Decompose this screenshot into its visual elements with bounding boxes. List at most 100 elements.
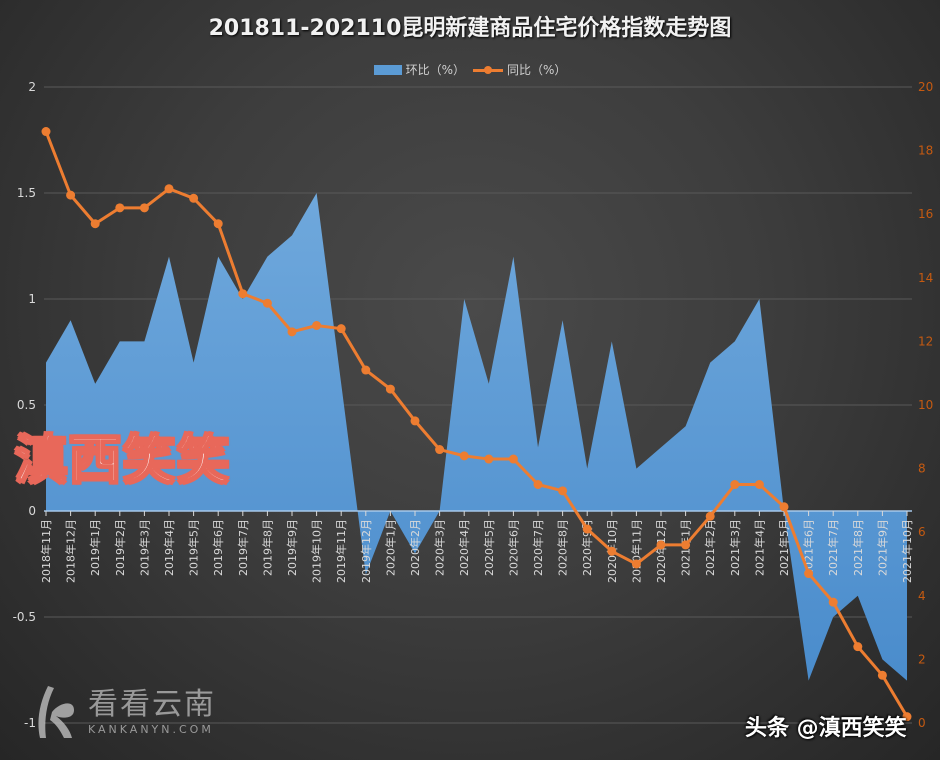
data-point-marker (164, 184, 174, 194)
x-axis-tick-label: 2020年11月 (629, 519, 643, 583)
data-point-marker (361, 365, 371, 375)
legend-item-area: 环比（%） (373, 61, 465, 78)
data-point-marker (312, 321, 322, 330)
x-axis-tick-label: 2019年7月 (236, 519, 250, 576)
data-point-marker (189, 193, 199, 203)
x-axis-tick-label: 2020年4月 (457, 519, 471, 576)
left-axis-tick-label: -1 (24, 716, 36, 730)
x-axis-tick-label: 2019年5月 (187, 519, 201, 576)
x-axis-tick-label: 2020年1月 (383, 519, 397, 576)
x-axis-tick-label: 2020年12月 (654, 519, 668, 583)
x-axis-tick-label: 2019年6月 (211, 519, 225, 576)
data-point-marker (558, 486, 568, 496)
x-axis-tick-label: 2021年2月 (703, 519, 717, 576)
data-point-marker (139, 203, 149, 213)
x-axis-tick-label: 2019年9月 (285, 519, 299, 576)
right-axis-tick-label: 12 (918, 334, 933, 348)
data-point-marker (484, 454, 494, 464)
area-swatch-icon (373, 64, 402, 75)
data-point-marker (90, 219, 100, 229)
right-axis-tick-label: 6 (918, 525, 926, 539)
x-axis-tick-label: 2019年11月 (334, 519, 348, 583)
logo-text-en: KANKANYN.COM (88, 722, 214, 736)
x-axis-tick-label: 2021年10月 (900, 519, 914, 583)
data-point-marker (66, 190, 76, 200)
data-point-marker (41, 127, 51, 137)
data-point-marker (656, 540, 666, 550)
area-series-mom (46, 193, 907, 681)
x-axis-tick-label: 2019年3月 (137, 519, 151, 576)
chart-legend: 环比（%） 同比（%） (0, 61, 940, 78)
x-axis-tick-label: 2021年7月 (826, 519, 840, 576)
x-axis-tick-label: 2020年3月 (433, 519, 447, 576)
right-axis-tick-label: 2 (918, 652, 926, 666)
x-axis-tick-label: 2020年5月 (482, 519, 496, 576)
data-point-marker (754, 480, 764, 489)
x-axis-tick-label: 2020年6月 (506, 519, 520, 576)
right-axis-tick-label: 14 (918, 271, 933, 285)
x-axis-tick-label: 2019年8月 (260, 519, 274, 576)
x-axis-tick-label: 2021年4月 (752, 519, 766, 576)
right-axis-tick-label: 16 (918, 207, 933, 221)
left-axis-tick-label: 0 (28, 504, 36, 518)
right-axis-tick-label: 10 (918, 398, 933, 412)
data-point-marker (336, 324, 346, 334)
right-axis-tick-label: 8 (918, 462, 926, 476)
data-point-marker (385, 384, 395, 394)
data-point-marker (287, 327, 297, 337)
k-logo-icon (38, 686, 74, 738)
x-axis-tick-label: 2020年2月 (408, 519, 422, 576)
left-axis-tick-label: 0.5 (17, 398, 36, 412)
left-axis-tick-label: -0.5 (13, 610, 36, 624)
x-axis-tick-label: 2021年6月 (802, 519, 816, 576)
logo-text-cn: 看看云南 (88, 686, 216, 722)
x-axis-tick-label: 2021年9月 (875, 519, 889, 576)
watermark-author-text: 滇西笑笑 (14, 430, 232, 492)
data-point-marker (705, 511, 715, 521)
right-axis-tick-label: 20 (918, 80, 933, 94)
left-axis-tick-label: 2 (28, 80, 36, 94)
x-axis: 2018年11月 2018年12月 2019年1月 2019年2月 2019年3月 201… (39, 510, 914, 583)
data-point-marker (459, 451, 469, 461)
x-axis-tick-label: 2019年4月 (162, 519, 176, 576)
x-axis-tick-label: 2021年3月 (728, 519, 742, 576)
x-axis-tick-label: 2019年10月 (310, 519, 324, 583)
data-point-marker (828, 597, 838, 607)
data-point-marker (804, 569, 814, 579)
data-point-marker (115, 203, 125, 213)
x-axis-tick-label: 2019年1月 (88, 519, 102, 576)
right-axis-tick-label: 18 (918, 144, 933, 158)
x-axis-tick-label: 2021年8月 (851, 519, 865, 576)
data-point-marker (435, 445, 445, 455)
data-point-marker (607, 546, 617, 556)
data-point-marker (533, 480, 543, 489)
data-point-marker (779, 502, 789, 512)
data-point-marker (238, 289, 248, 299)
data-point-marker (902, 712, 912, 722)
data-point-marker (730, 480, 740, 489)
line-marker-swatch-icon (473, 65, 503, 75)
x-axis-tick-label: 2019年12月 (359, 519, 373, 583)
data-point-marker (877, 670, 887, 680)
data-point-marker (410, 416, 420, 426)
data-point-marker (631, 559, 641, 569)
right-axis-tick-label: 4 (918, 589, 926, 603)
left-axis-tick-label: 1 (28, 292, 36, 306)
legend-item-line: 同比（%） (473, 61, 566, 78)
watermark-kankanyn-logo: 看看云南 KANKANYN.COM (30, 682, 216, 742)
x-axis-tick-label: 2020年7月 (531, 519, 545, 576)
right-axis-tick-label: 0 (918, 716, 926, 730)
x-axis-tick-label: 2020年8月 (556, 519, 570, 576)
data-point-marker (582, 524, 592, 534)
data-point-marker (262, 298, 272, 308)
data-point-marker (853, 642, 863, 652)
left-axis-tick-label: 1.5 (17, 186, 36, 200)
x-axis-tick-label: 2021年5月 (777, 519, 791, 576)
left-y-axis: 2 1.5 1 0.5 0 -0.5 -1 (13, 80, 36, 730)
x-axis-tick-label: 2019年2月 (113, 519, 127, 576)
legend-line-label: 同比（%） (507, 63, 567, 77)
line-series-yoy (41, 127, 912, 722)
watermark-toutiao: 头条 @滇西笑笑 (745, 716, 907, 741)
